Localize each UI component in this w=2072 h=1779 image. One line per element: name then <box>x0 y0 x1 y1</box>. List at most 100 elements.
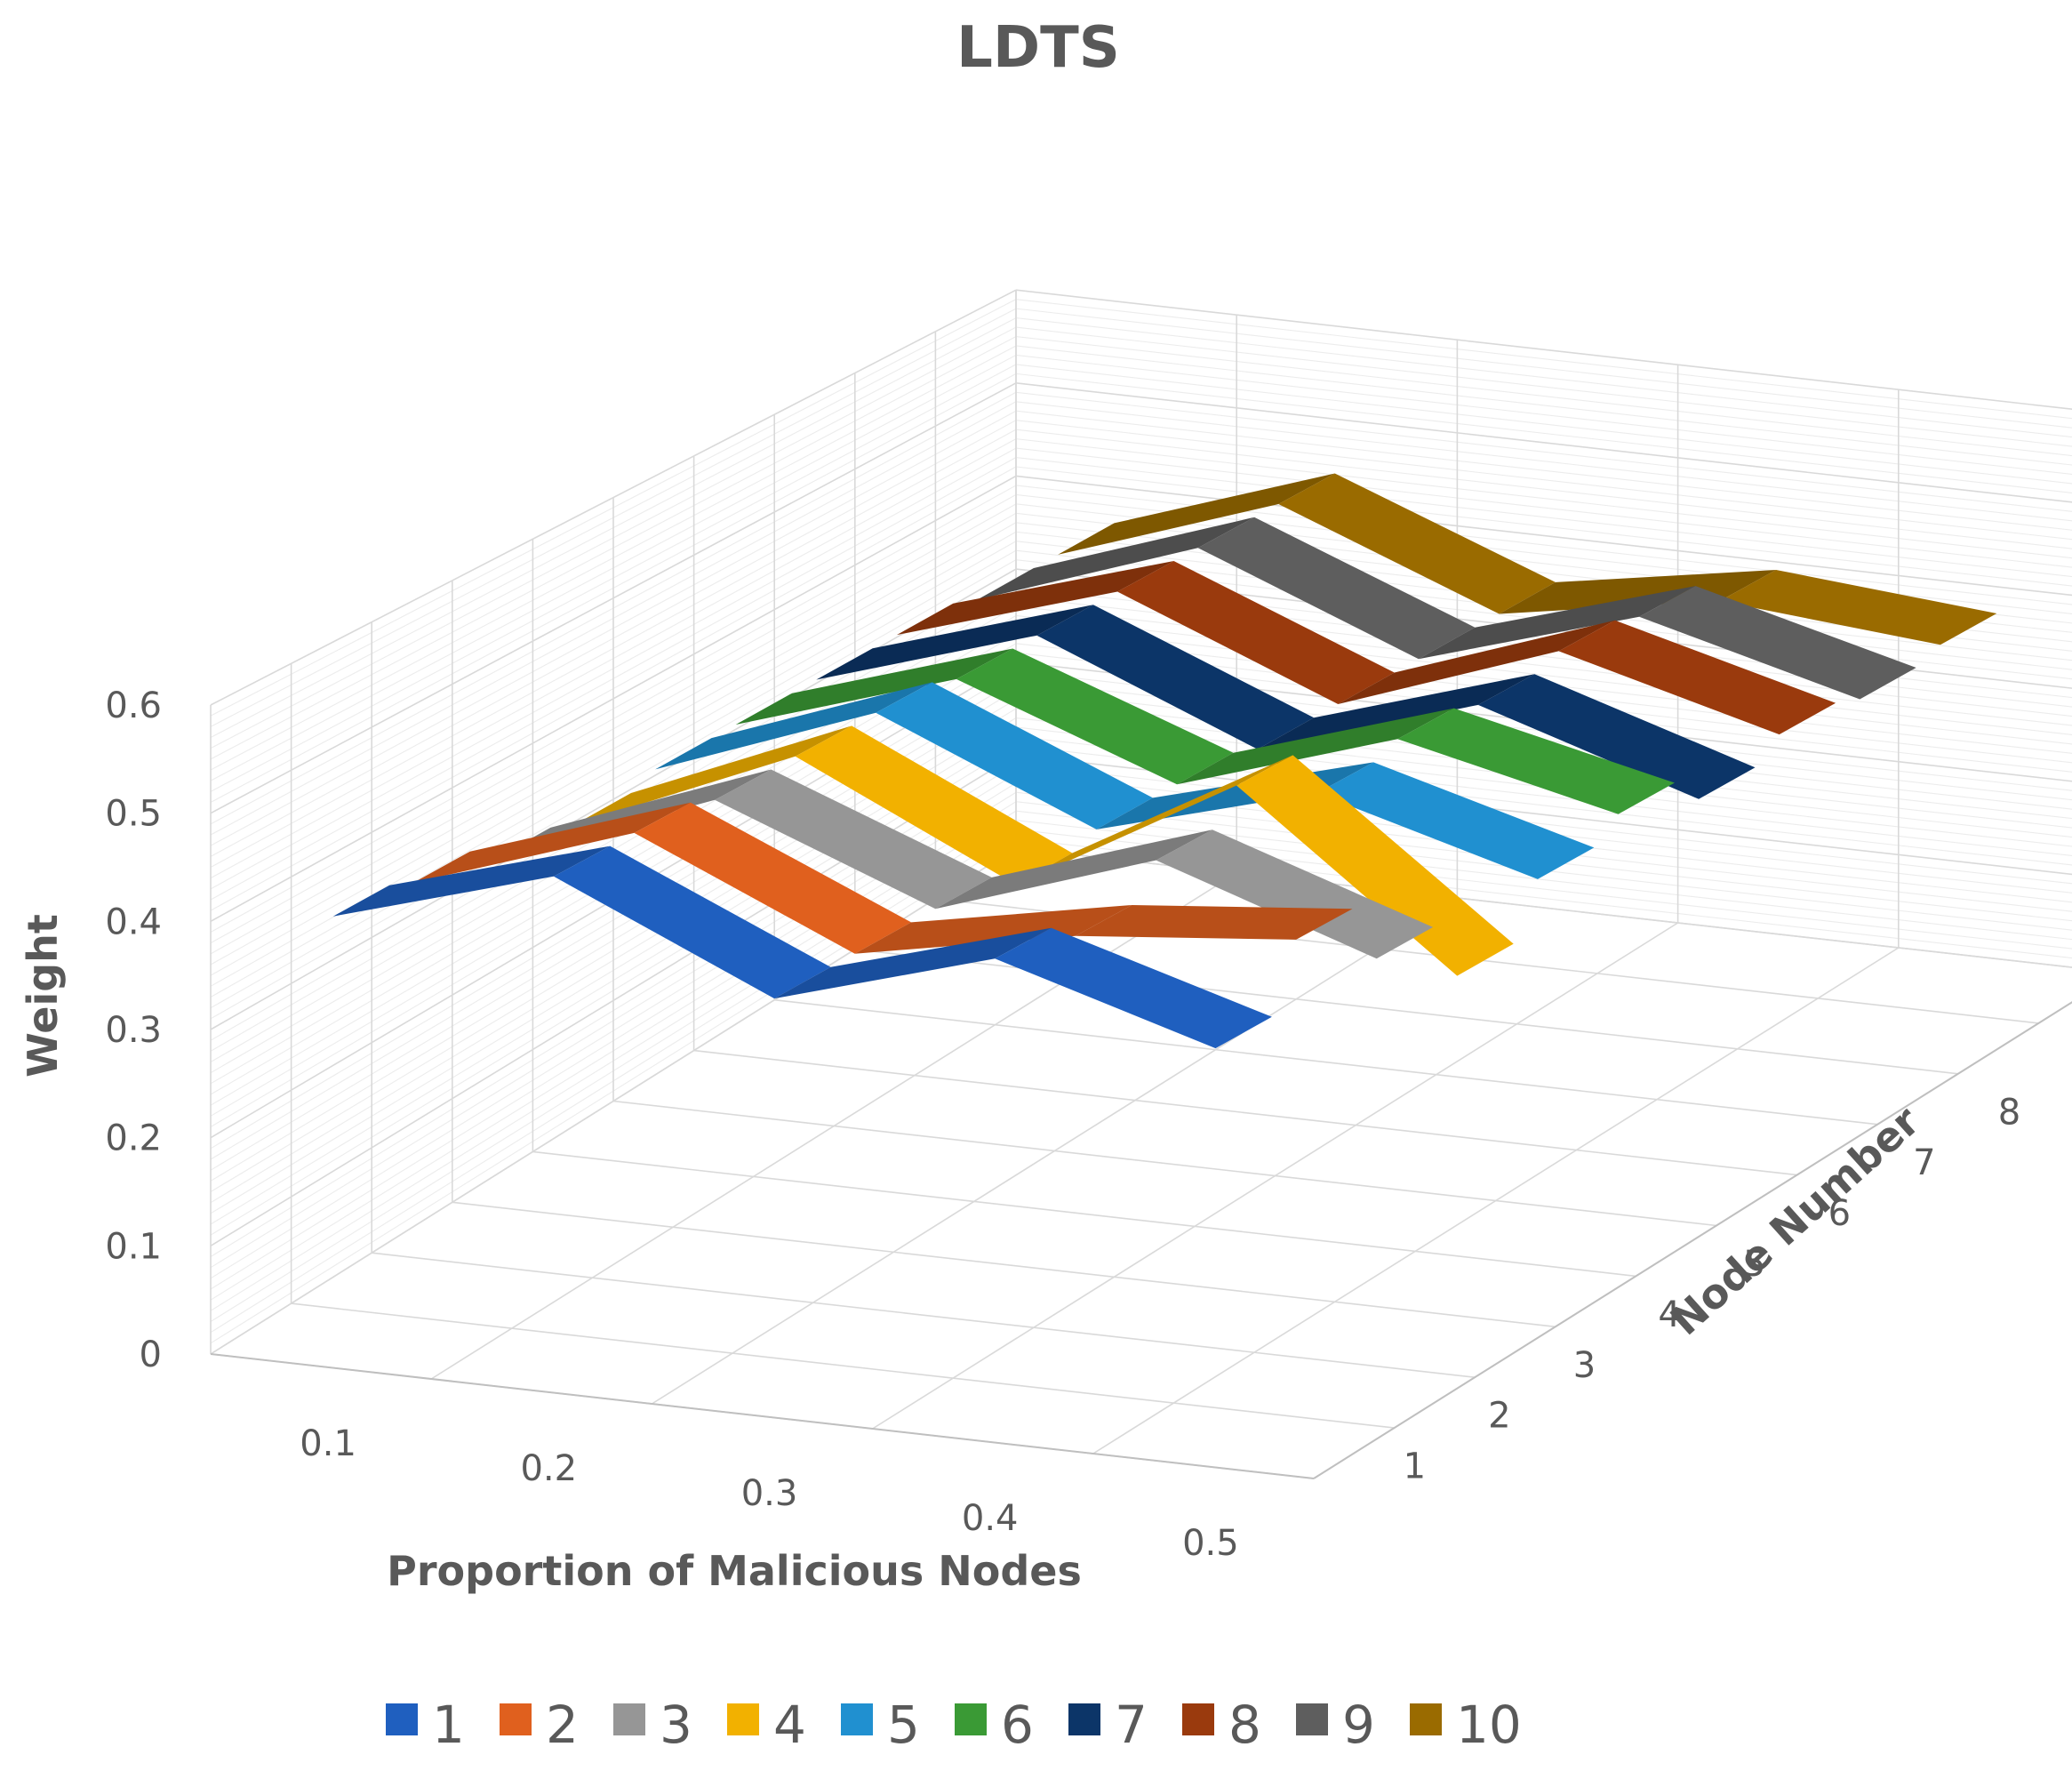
legend-item-7: 7 <box>1068 1695 1148 1755</box>
x-tick-label: 0.2 <box>520 1448 577 1489</box>
ribbon-segment-4-2 <box>795 725 1073 885</box>
legend-label: 3 <box>660 1695 692 1755</box>
ribbon-segment-4-3 <box>1015 755 1293 885</box>
ribbon-segment-1-4 <box>995 927 1272 1049</box>
legend-swatch <box>1410 1703 1442 1735</box>
legend-label: 2 <box>546 1695 579 1755</box>
legend: 1 2 3 4 5 6 7 8 9 10 <box>386 1695 1522 1755</box>
legend-swatch <box>727 1703 759 1735</box>
depth-tick-label: 3 <box>1573 1345 1596 1386</box>
legend-swatch <box>500 1703 532 1735</box>
ribbon-segment-1-1 <box>332 845 611 917</box>
legend-label: 5 <box>887 1695 920 1755</box>
depth-tick-label: 5 <box>1743 1244 1765 1285</box>
legend-item-9: 9 <box>1296 1695 1375 1755</box>
x-axis-title: Proportion of Malicious Nodes <box>387 1547 1082 1595</box>
ribbon-segment-8-2 <box>1117 561 1395 704</box>
legend-item-4: 4 <box>727 1695 806 1755</box>
legend-swatch <box>955 1703 987 1735</box>
ribbon-segment-9-3 <box>1418 586 1696 660</box>
z-tick-label: 0.5 <box>105 794 162 835</box>
ribbon-segment-1-3 <box>774 927 1052 999</box>
ribbon-segment-9-1 <box>977 517 1255 600</box>
depth-tick-label: 4 <box>1658 1294 1680 1335</box>
ribbon-segment-2-1 <box>413 802 691 883</box>
ribbon-segment-5-2 <box>876 682 1153 829</box>
series-9 <box>977 517 1916 700</box>
x-tick-label: 0.4 <box>962 1498 1019 1539</box>
series-ribbons <box>332 473 1997 1049</box>
z-tick-label: 0.4 <box>105 902 162 942</box>
ribbon-segment-3-3 <box>935 829 1212 910</box>
legend-label: 8 <box>1228 1695 1261 1755</box>
z-tick-label: 0.6 <box>105 685 162 726</box>
legend-label: 1 <box>432 1695 465 1755</box>
legend-swatch <box>1296 1703 1328 1735</box>
ribbon-segment-2-4 <box>1075 905 1353 940</box>
ribbon-segment-10-1 <box>1058 473 1335 555</box>
chart-title: LDTS <box>956 15 1120 81</box>
legend-label: 10 <box>1456 1695 1522 1755</box>
x-tick-label: 0.1 <box>300 1423 356 1464</box>
legend-item-5: 5 <box>841 1695 920 1755</box>
z-axis-ticks: 0 0.1 0.2 0.3 0.4 0.5 0.6 <box>105 685 162 1375</box>
legend-item-2: 2 <box>500 1695 579 1755</box>
ribbon-segment-6-2 <box>956 648 1234 785</box>
legend-item-1: 1 <box>386 1695 465 1755</box>
depth-tick-label: 2 <box>1488 1396 1510 1437</box>
ribbon-segment-6-3 <box>1177 708 1454 785</box>
ribbon-segment-1-2 <box>553 845 831 999</box>
z-tick-label: 0.2 <box>105 1118 162 1159</box>
z-tick-label: 0.1 <box>105 1226 162 1267</box>
legend-item-3: 3 <box>613 1695 692 1755</box>
x-tick-label: 0.5 <box>1182 1523 1239 1564</box>
ribbon-segment-6-1 <box>735 648 1013 725</box>
legend-swatch <box>386 1703 418 1735</box>
legend-label: 7 <box>1115 1695 1148 1755</box>
x-tick-label: 0.3 <box>741 1473 798 1514</box>
ribbon-segment-8-3 <box>1338 620 1615 704</box>
ribbon-segment-2-2 <box>634 802 912 954</box>
z-tick-label: 0 <box>140 1334 162 1375</box>
legend-label: 4 <box>773 1695 806 1755</box>
ribbon-segment-8-4 <box>1558 620 1836 735</box>
ribbon-segment-9-2 <box>1197 517 1476 660</box>
ribbon-segment-4-4 <box>1236 755 1514 976</box>
ribbon-segment-10-3 <box>1499 570 1777 614</box>
series-4 <box>574 725 1514 976</box>
ribbon-segment-10-4 <box>1719 570 1997 645</box>
x-axis-ticks: 0.1 0.2 0.3 0.4 0.5 <box>300 1423 1238 1564</box>
ribbon-segment-3-4 <box>1156 829 1434 959</box>
ribbon-segment-5-1 <box>655 682 932 770</box>
series-10 <box>1058 473 1997 645</box>
ribbon-segment-10-2 <box>1278 473 1556 614</box>
legend-swatch <box>841 1703 873 1735</box>
ribbon-segment-7-2 <box>1036 605 1315 749</box>
legend-item-10: 10 <box>1410 1695 1522 1755</box>
ribbon-segment-5-4 <box>1316 762 1595 879</box>
z-tick-label: 0.3 <box>105 1010 162 1051</box>
depth-tick-label: 6 <box>1828 1193 1851 1234</box>
depth-tick-label: 7 <box>1913 1142 1935 1183</box>
ribbon-segment-7-3 <box>1257 674 1535 749</box>
legend-item-6: 6 <box>955 1695 1034 1755</box>
legend-label: 9 <box>1342 1695 1375 1755</box>
ribbon-segment-6-4 <box>1397 708 1675 814</box>
legend-swatch <box>613 1703 645 1735</box>
ribbon-segment-7-1 <box>816 605 1093 680</box>
ribbon-segment-2-3 <box>854 905 1132 954</box>
ribbon-segment-3-2 <box>715 769 992 910</box>
series-7 <box>816 605 1756 799</box>
legend-label: 6 <box>1001 1695 1034 1755</box>
depth-tick-label: 8 <box>1998 1092 2020 1133</box>
z-axis-title: Weight <box>19 914 67 1078</box>
ribbon-segment-8-1 <box>896 561 1174 636</box>
ribbon-segment-7-4 <box>1477 674 1756 799</box>
depth-axis-title: Node Number <box>1661 1097 1929 1345</box>
series-1 <box>332 845 1272 1049</box>
ribbon-segment-4-1 <box>574 725 852 825</box>
legend-swatch <box>1182 1703 1214 1735</box>
series-8 <box>896 561 1836 735</box>
